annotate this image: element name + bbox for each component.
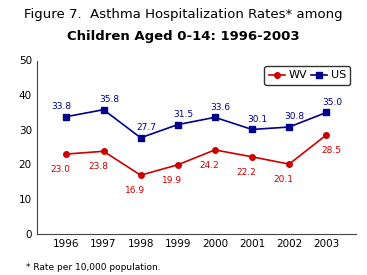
US [213,116,217,119]
US [175,123,180,126]
Text: 23.0: 23.0 [51,165,71,174]
WV [213,148,217,152]
US [64,115,69,118]
Text: 33.6: 33.6 [210,103,230,112]
Text: Children Aged 0-14: 1996-2003: Children Aged 0-14: 1996-2003 [67,30,300,43]
WV [175,163,180,166]
US [287,125,291,129]
Text: 20.1: 20.1 [274,175,294,184]
Text: 27.7: 27.7 [136,123,156,132]
Text: 23.8: 23.8 [88,163,108,171]
US [138,136,143,139]
Text: 31.5: 31.5 [173,110,193,119]
Text: 35.8: 35.8 [99,95,119,104]
WV [250,155,254,158]
Text: 30.1: 30.1 [247,115,268,124]
Text: 16.9: 16.9 [125,186,145,195]
WV [324,133,328,137]
Text: 28.5: 28.5 [322,146,342,155]
WV [138,174,143,177]
Text: 33.8: 33.8 [51,102,71,111]
US [250,128,254,131]
Text: Figure 7.  Asthma Hospitalization Rates* among: Figure 7. Asthma Hospitalization Rates* … [24,8,343,21]
Line: WV: WV [63,132,329,178]
US [101,108,106,111]
Text: 30.8: 30.8 [285,112,305,122]
WV [64,152,69,156]
Line: US: US [63,107,329,141]
Text: 24.2: 24.2 [200,161,219,170]
Text: * Rate per 10,000 population.: * Rate per 10,000 population. [26,263,160,272]
Text: 35.0: 35.0 [322,98,342,107]
WV [287,163,291,166]
Legend: WV, US: WV, US [264,66,350,85]
US [324,111,328,114]
Text: 19.9: 19.9 [162,176,182,185]
Text: 22.2: 22.2 [237,168,257,177]
WV [101,150,106,153]
